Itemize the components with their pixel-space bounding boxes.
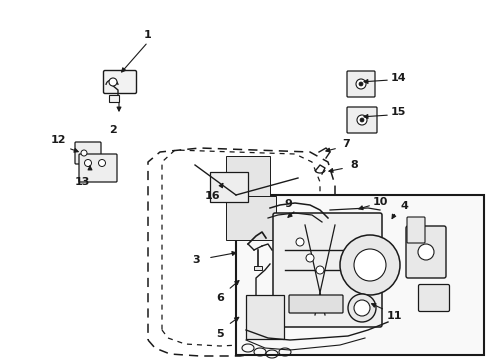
FancyBboxPatch shape [406, 217, 424, 243]
Text: 10: 10 [371, 197, 387, 207]
Bar [209, 172, 247, 202]
FancyBboxPatch shape [75, 142, 101, 164]
Text: 13: 13 [74, 177, 89, 187]
FancyBboxPatch shape [288, 295, 342, 313]
FancyBboxPatch shape [79, 154, 117, 182]
Text: 9: 9 [284, 199, 291, 209]
Text: 15: 15 [389, 107, 405, 117]
Text: 3: 3 [192, 255, 200, 265]
FancyBboxPatch shape [103, 71, 136, 94]
FancyBboxPatch shape [405, 226, 445, 278]
Text: 12: 12 [50, 135, 65, 145]
Circle shape [81, 150, 87, 156]
Text: 6: 6 [216, 293, 224, 303]
Circle shape [359, 118, 363, 122]
Circle shape [109, 78, 117, 86]
Text: 8: 8 [349, 160, 357, 170]
Circle shape [355, 79, 365, 89]
Text: 2: 2 [109, 125, 117, 135]
Bar [253, 266, 262, 270]
Bar [245, 295, 284, 339]
Text: 16: 16 [204, 191, 220, 201]
Text: 1: 1 [144, 30, 152, 40]
Circle shape [417, 244, 433, 260]
Circle shape [358, 82, 362, 86]
Circle shape [356, 115, 366, 125]
Text: 14: 14 [389, 73, 405, 83]
Text: 5: 5 [216, 329, 224, 339]
Bar [225, 156, 269, 200]
FancyBboxPatch shape [346, 71, 374, 97]
Text: 11: 11 [386, 311, 401, 321]
Circle shape [353, 249, 385, 281]
FancyBboxPatch shape [418, 284, 448, 311]
FancyBboxPatch shape [272, 213, 381, 327]
Text: 4: 4 [399, 201, 407, 211]
Circle shape [305, 254, 313, 262]
Circle shape [347, 294, 375, 322]
Bar [225, 196, 275, 240]
Circle shape [315, 266, 324, 274]
Text: 7: 7 [342, 139, 349, 149]
Circle shape [84, 159, 91, 166]
FancyBboxPatch shape [346, 107, 376, 133]
Circle shape [98, 159, 105, 166]
Circle shape [339, 235, 399, 295]
Bar [109, 95, 119, 102]
Circle shape [295, 238, 304, 246]
Circle shape [353, 300, 369, 316]
Bar [236, 195, 483, 355]
